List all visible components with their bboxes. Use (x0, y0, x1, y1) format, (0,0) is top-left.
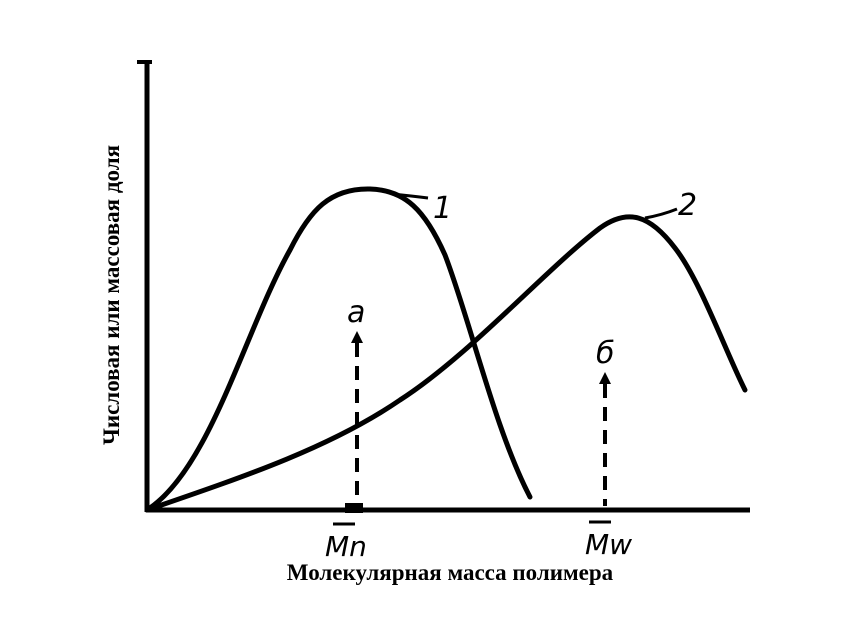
mw-arrowhead (599, 372, 611, 384)
curve-1-label: 1 (433, 191, 452, 226)
curve-2-mass-fraction (144, 214, 748, 513)
curve-1-leader (391, 192, 429, 200)
mw-axis-label: Mw (585, 528, 632, 561)
mn-arrowhead (351, 331, 363, 343)
y-axis-label: Числовая или массовая доля (99, 144, 124, 446)
marker-a-letter: a (347, 295, 365, 330)
curve-1-number-fraction (144, 186, 533, 513)
curve-2-leader (644, 207, 678, 220)
mn-axis-label: Mn (325, 530, 367, 563)
marker-b-letter: б (596, 336, 615, 371)
x-axis-label: Молекулярная масса полимера (286, 560, 614, 585)
mn-tick (345, 503, 363, 513)
curve-2-label: 2 (678, 188, 697, 223)
